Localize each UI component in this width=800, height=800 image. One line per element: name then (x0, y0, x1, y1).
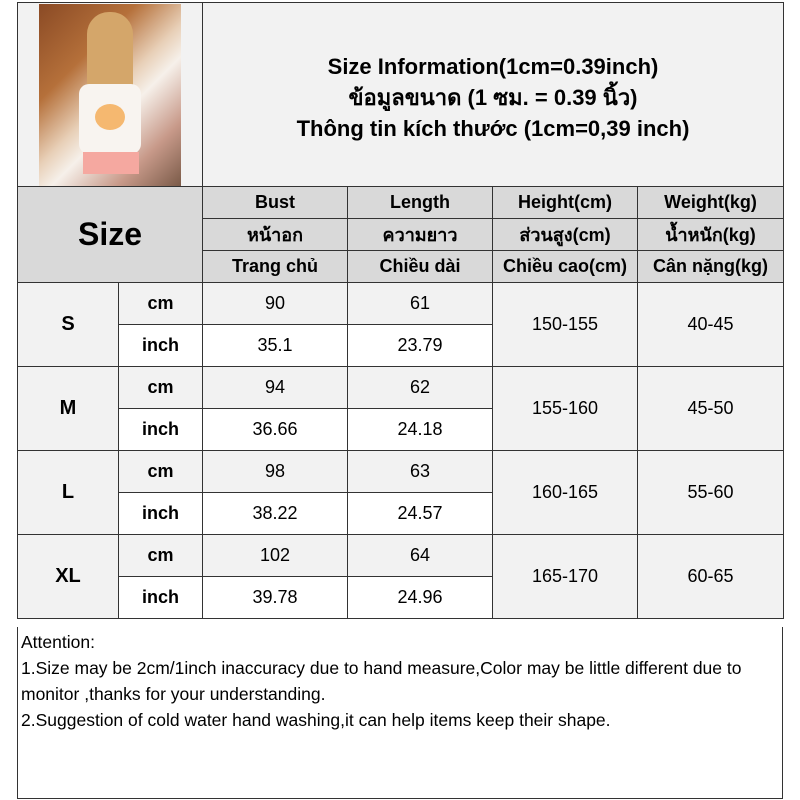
size-info-title: Size Information(1cm=0.39inch) ข้อมูลขนา… (202, 2, 784, 187)
bust-inch: 35.1 (202, 324, 348, 367)
table-row: inch 35.1 23.79 (18, 324, 784, 367)
table-row: inch 38.22 24.57 (18, 492, 784, 535)
bust-cm: 102 (202, 534, 348, 577)
size-label: L (17, 450, 119, 535)
table-row: L cm 98 63 160-165 55-60 (17, 450, 784, 535)
col-header-bust-vi: Trang chủ (202, 250, 348, 283)
size-chart-table: Size Information(1cm=0.39inch) ข้อมูลขนา… (17, 2, 784, 619)
size-label: S (17, 282, 119, 367)
bust-cm: 98 (202, 450, 348, 493)
title-en: Size Information(1cm=0.39inch) (327, 54, 659, 79)
col-header-bust-th: หน้าอก (202, 218, 348, 251)
unit-inch: inch (118, 408, 203, 451)
bust-inch: 38.22 (202, 492, 348, 535)
bust-inch: 39.78 (202, 576, 348, 619)
col-header-weight-vi: Cân nặng(kg) (637, 250, 784, 283)
product-photo-cell (17, 2, 203, 187)
col-header-length: Length (347, 186, 493, 219)
length-cm: 64 (347, 534, 493, 577)
table-row: XL cm 102 64 165-170 60-65 (17, 534, 784, 619)
attention-notes: Attention: 1.Size may be 2cm/1inch inacc… (17, 627, 783, 799)
col-header-weight-th: น้ำหนัก(kg) (637, 218, 784, 251)
weight-range: 55-60 (637, 450, 784, 535)
bust-cm: 90 (202, 282, 348, 325)
length-inch: 24.18 (347, 408, 493, 451)
length-cm: 63 (347, 450, 493, 493)
product-photo (39, 3, 181, 186)
unit-cm: cm (118, 366, 203, 409)
col-header-height-th: ส่วนสูง(cm) (492, 218, 638, 251)
bust-inch: 36.66 (202, 408, 348, 451)
title-vi: Thông tin kích thước (1cm=0,39 inch) (296, 116, 690, 141)
bust-cm: 94 (202, 366, 348, 409)
note-item: 1.Size may be 2cm/1inch inaccuracy due t… (21, 658, 742, 704)
table-row: M cm 94 62 155-160 45-50 (17, 366, 784, 451)
col-header-length-th: ความยาว (347, 218, 493, 251)
table-row: inch 39.78 24.96 (18, 576, 784, 619)
height-range: 155-160 (492, 366, 638, 451)
height-range: 165-170 (492, 534, 638, 619)
notes-heading: Attention: (21, 632, 95, 652)
height-range: 150-155 (492, 282, 638, 367)
table-row: S cm 90 61 150-155 40-45 (17, 282, 784, 367)
col-header-weight: Weight(kg) (637, 186, 784, 219)
size-label: M (17, 366, 119, 451)
unit-inch: inch (118, 492, 203, 535)
unit-cm: cm (118, 450, 203, 493)
length-inch: 24.57 (347, 492, 493, 535)
length-inch: 24.96 (347, 576, 493, 619)
col-header-height-vi: Chiều cao(cm) (492, 250, 638, 283)
title-th: ข้อมูลขนาด (1 ซม. = 0.39 นิ้ว) (348, 85, 638, 110)
weight-range: 60-65 (637, 534, 784, 619)
note-item: 2.Suggestion of cold water hand washing,… (21, 710, 611, 730)
unit-cm: cm (118, 534, 203, 577)
unit-inch: inch (118, 576, 203, 619)
table-row: inch 36.66 24.18 (18, 408, 784, 451)
size-header: Size (17, 186, 203, 283)
unit-cm: cm (118, 282, 203, 325)
col-header-height: Height(cm) (492, 186, 638, 219)
length-cm: 61 (347, 282, 493, 325)
size-label: XL (17, 534, 119, 619)
col-header-bust: Bust (202, 186, 348, 219)
weight-range: 40-45 (637, 282, 784, 367)
weight-range: 45-50 (637, 366, 784, 451)
length-inch: 23.79 (347, 324, 493, 367)
height-range: 160-165 (492, 450, 638, 535)
unit-inch: inch (118, 324, 203, 367)
length-cm: 62 (347, 366, 493, 409)
col-header-length-vi: Chiều dài (347, 250, 493, 283)
